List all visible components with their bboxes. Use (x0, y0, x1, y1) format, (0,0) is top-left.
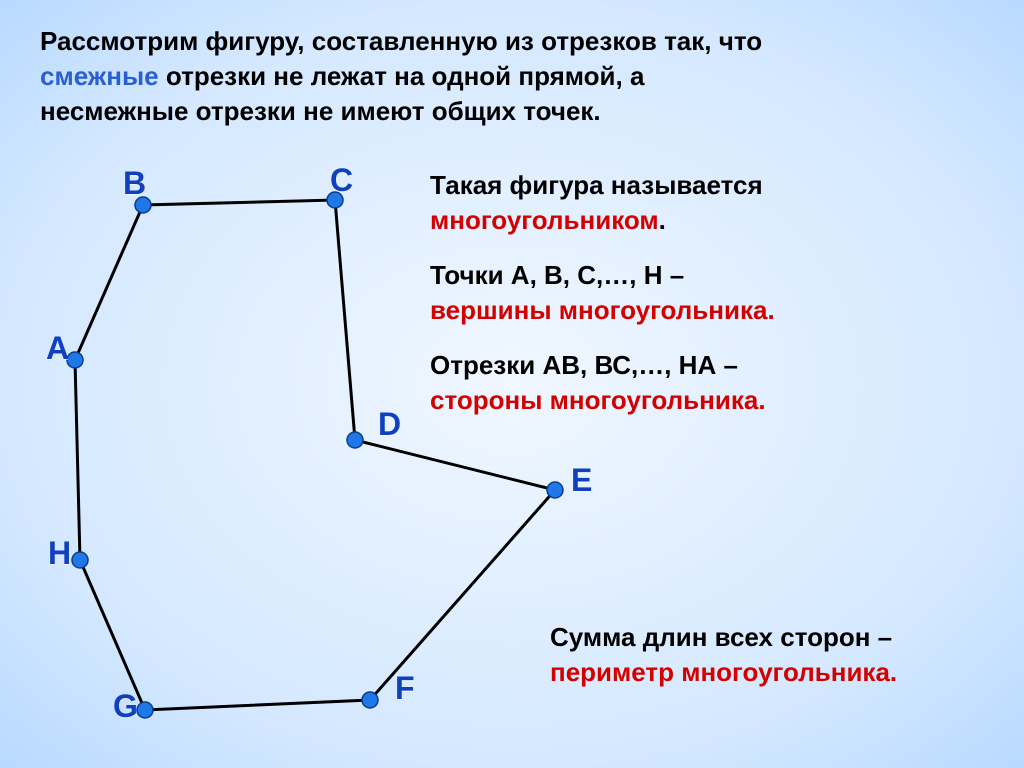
vertex-label-h: H (48, 535, 71, 572)
vertex-h (72, 552, 88, 568)
vertex-label-e: E (571, 462, 592, 499)
vertex-label-g: G (113, 688, 138, 725)
vertex-a (67, 352, 83, 368)
vertex-label-c: C (330, 162, 353, 199)
vertex-f (362, 692, 378, 708)
vertex-label-b: B (123, 165, 146, 202)
polygon-diagram (0, 0, 1024, 768)
polygon-vertices (67, 192, 563, 718)
vertex-e (547, 482, 563, 498)
vertex-label-d: D (378, 406, 401, 443)
polygon-outline (75, 200, 555, 710)
vertex-label-a: A (46, 330, 69, 367)
vertex-g (137, 702, 153, 718)
vertex-label-f: F (395, 670, 415, 707)
vertex-d (347, 432, 363, 448)
